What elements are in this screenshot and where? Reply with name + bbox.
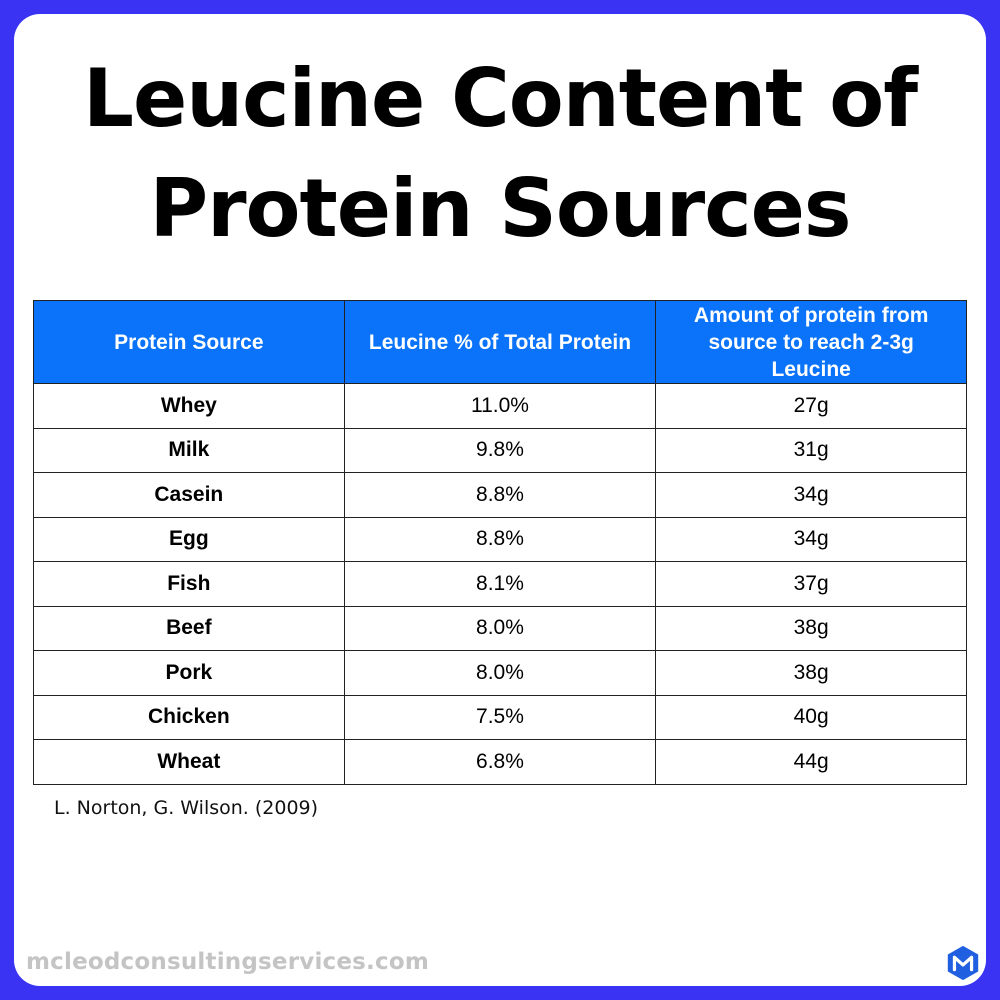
table-row: Chicken 7.5% 40g [33,694,967,740]
leucine-pct-cell: 11.0% [343,383,657,429]
leucine-pct-cell: 9.8% [343,427,657,473]
table-header-row: Protein Source Leucine % of Total Protei… [33,300,967,384]
leucine-pct-cell: 8.1% [343,561,657,607]
table-row: Wheat 6.8% 44g [33,739,967,785]
leucine-pct-cell: 8.0% [343,650,657,696]
leucine-pct-cell: 7.5% [343,694,657,740]
amount-cell: 40g [655,694,967,740]
header-protein-amount: Amount of protein from source to reach 2… [655,300,967,384]
table-row: Milk 9.8% 31g [33,427,967,473]
amount-cell: 27g [655,383,967,429]
protein-source-cell: Casein [33,472,345,518]
header-leucine-pct: Leucine % of Total Protein [343,300,657,384]
amount-cell: 34g [655,516,967,562]
table-row: Pork 8.0% 38g [33,650,967,696]
table-row: Beef 8.0% 38g [33,605,967,651]
protein-source-cell: Wheat [33,739,345,785]
table-row: Egg 8.8% 34g [33,516,967,562]
protein-source-cell: Fish [33,561,345,607]
table-row: Fish 8.1% 37g [33,561,967,607]
amount-cell: 37g [655,561,967,607]
leucine-table: Protein Source Leucine % of Total Protei… [33,300,967,785]
amount-cell: 44g [655,739,967,785]
protein-source-cell: Egg [33,516,345,562]
protein-source-cell: Milk [33,427,345,473]
content-card: Leucine Content of Protein Sources Prote… [14,14,986,986]
page-title: Leucine Content of Protein Sources [82,52,918,255]
leucine-pct-cell: 8.8% [343,516,657,562]
amount-cell: 34g [655,472,967,518]
amount-cell: 38g [655,650,967,696]
header-protein-source: Protein Source [33,300,345,384]
table-row: Casein 8.8% 34g [33,472,967,518]
amount-cell: 38g [655,605,967,651]
leucine-pct-cell: 8.8% [343,472,657,518]
leucine-pct-cell: 6.8% [343,739,657,785]
protein-source-cell: Beef [33,605,345,651]
citation: L. Norton, G. Wilson. (2009) [54,797,319,819]
protein-source-cell: Whey [33,383,345,429]
amount-cell: 31g [655,427,967,473]
footer-website-url: mcleodconsultingservices.com [26,949,429,975]
leucine-pct-cell: 8.0% [343,605,657,651]
protein-source-cell: Pork [33,650,345,696]
table-row: Whey 11.0% 27g [33,383,967,429]
protein-source-cell: Chicken [33,694,345,740]
hexagon-m-logo-icon [947,945,979,981]
